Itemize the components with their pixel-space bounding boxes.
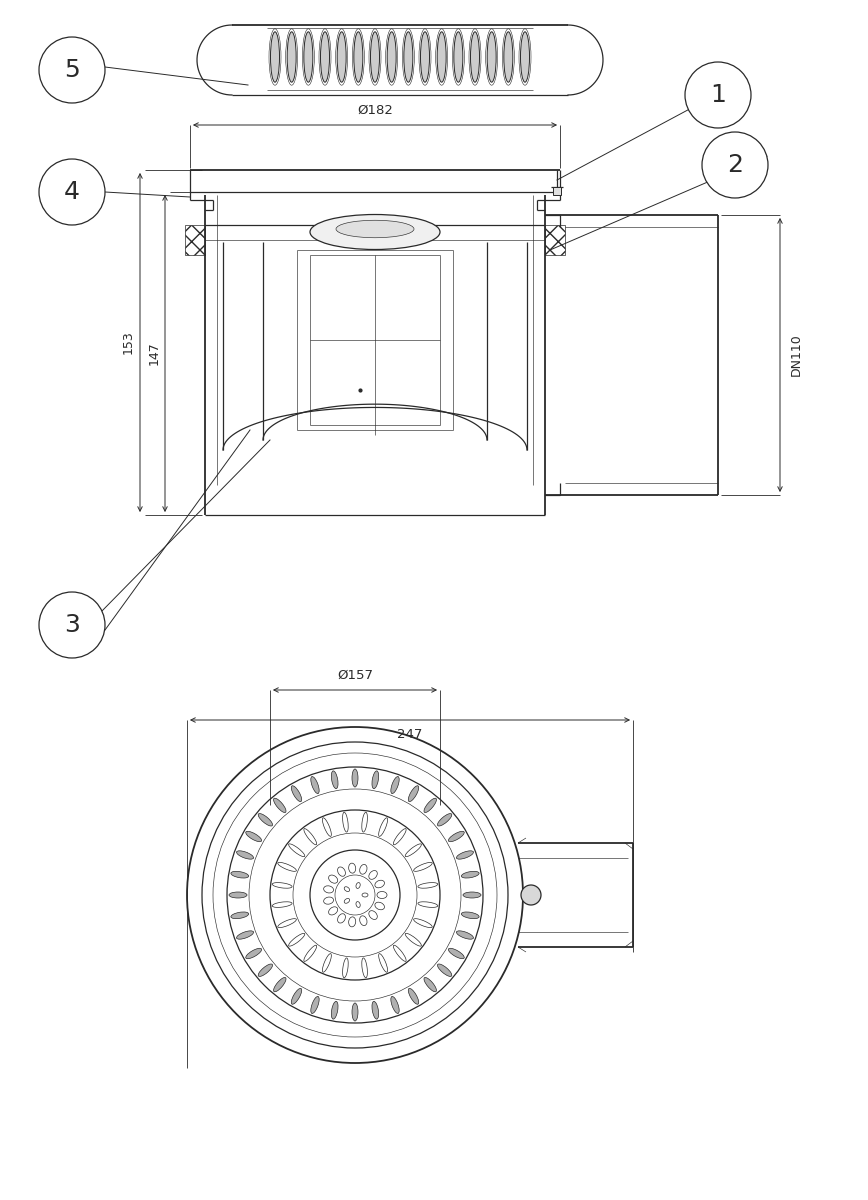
Ellipse shape <box>437 31 446 82</box>
Ellipse shape <box>273 798 286 812</box>
Circle shape <box>39 37 105 103</box>
Text: 1: 1 <box>710 83 726 107</box>
Text: DN110: DN110 <box>790 334 803 377</box>
Ellipse shape <box>231 912 248 919</box>
Ellipse shape <box>462 871 479 878</box>
Ellipse shape <box>229 892 247 898</box>
Bar <box>553 187 561 194</box>
Ellipse shape <box>292 989 302 1004</box>
Ellipse shape <box>258 814 273 826</box>
Ellipse shape <box>503 31 513 82</box>
Circle shape <box>39 158 105 226</box>
Ellipse shape <box>462 912 479 919</box>
Ellipse shape <box>310 215 440 250</box>
Ellipse shape <box>231 871 248 878</box>
Ellipse shape <box>420 31 430 82</box>
Ellipse shape <box>408 786 418 802</box>
Ellipse shape <box>304 31 312 82</box>
Ellipse shape <box>237 931 253 940</box>
Text: 3: 3 <box>64 613 80 637</box>
Ellipse shape <box>273 978 286 991</box>
Ellipse shape <box>391 996 399 1014</box>
Ellipse shape <box>332 1001 338 1019</box>
Text: 247: 247 <box>398 728 423 740</box>
Text: Ø157: Ø157 <box>337 670 373 682</box>
Circle shape <box>685 62 751 128</box>
Ellipse shape <box>457 931 473 940</box>
Ellipse shape <box>336 221 414 238</box>
Text: 2: 2 <box>727 152 743 176</box>
Bar <box>545 226 565 254</box>
Ellipse shape <box>337 31 346 82</box>
Ellipse shape <box>352 769 358 787</box>
Ellipse shape <box>463 892 481 898</box>
Ellipse shape <box>311 996 319 1014</box>
Ellipse shape <box>246 948 261 959</box>
Circle shape <box>39 592 105 658</box>
Ellipse shape <box>372 770 378 788</box>
Ellipse shape <box>387 31 396 82</box>
Ellipse shape <box>457 851 473 859</box>
Ellipse shape <box>311 776 319 793</box>
Text: 4: 4 <box>64 180 80 204</box>
Ellipse shape <box>352 1003 358 1021</box>
Ellipse shape <box>391 776 399 793</box>
Ellipse shape <box>437 964 451 977</box>
Ellipse shape <box>237 851 253 859</box>
Ellipse shape <box>246 832 261 841</box>
Ellipse shape <box>521 31 529 82</box>
Circle shape <box>521 886 541 905</box>
Ellipse shape <box>408 989 418 1004</box>
Ellipse shape <box>292 786 302 802</box>
Text: 153: 153 <box>122 331 135 354</box>
Ellipse shape <box>424 798 437 812</box>
Ellipse shape <box>454 31 463 82</box>
Ellipse shape <box>271 31 279 82</box>
Ellipse shape <box>258 964 273 977</box>
Text: 147: 147 <box>148 342 161 365</box>
Ellipse shape <box>320 31 330 82</box>
Bar <box>185 226 205 254</box>
Ellipse shape <box>332 770 338 788</box>
Ellipse shape <box>371 31 379 82</box>
Ellipse shape <box>449 832 464 841</box>
Text: 5: 5 <box>64 58 80 82</box>
Ellipse shape <box>437 814 451 826</box>
Ellipse shape <box>287 31 296 82</box>
Ellipse shape <box>487 31 496 82</box>
Ellipse shape <box>424 978 437 991</box>
Text: Ø182: Ø182 <box>357 104 393 116</box>
Circle shape <box>702 132 768 198</box>
Ellipse shape <box>449 948 464 959</box>
Ellipse shape <box>470 31 479 82</box>
Ellipse shape <box>404 31 413 82</box>
Ellipse shape <box>372 1001 378 1019</box>
Ellipse shape <box>354 31 363 82</box>
